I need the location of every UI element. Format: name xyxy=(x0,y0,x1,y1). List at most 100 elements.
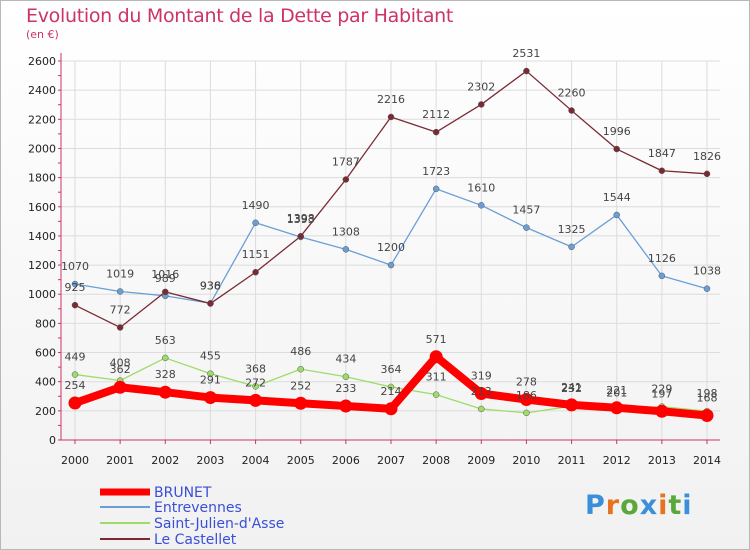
data-label: 319 xyxy=(471,369,492,382)
data-label: 408 xyxy=(110,357,131,370)
data-label: 368 xyxy=(245,362,266,375)
data-label: 241 xyxy=(561,381,582,394)
data-point xyxy=(387,113,395,121)
data-point xyxy=(478,405,485,413)
data-point xyxy=(113,380,127,394)
x-tick-label: 2014 xyxy=(693,454,721,467)
y-tick-label: 2000 xyxy=(28,142,56,155)
data-point xyxy=(519,392,533,406)
chart-title: Evolution du Montant de la Dette par Hab… xyxy=(26,5,454,27)
y-tick-label: 2400 xyxy=(28,84,56,97)
data-label: 772 xyxy=(110,303,131,316)
data-point xyxy=(523,224,530,231)
proxiti-logo: Proxiti xyxy=(585,490,693,521)
data-label: 925 xyxy=(65,281,86,294)
y-tick-label: 1200 xyxy=(28,259,56,272)
data-label: 233 xyxy=(335,382,356,395)
data-label: 214 xyxy=(381,385,402,398)
data-point xyxy=(613,145,620,153)
data-point xyxy=(162,288,169,296)
data-label: 1308 xyxy=(332,225,360,238)
unit-label: (en €) xyxy=(26,28,59,41)
data-label: 278 xyxy=(516,375,537,388)
x-tick-label: 2013 xyxy=(648,454,676,467)
data-label: 1723 xyxy=(422,165,450,178)
data-label: 563 xyxy=(155,334,176,347)
y-tick-label: 1000 xyxy=(28,288,56,301)
data-point xyxy=(116,288,124,295)
data-label: 328 xyxy=(155,368,176,381)
data-label: 1393 xyxy=(287,213,315,226)
data-label: 362 xyxy=(110,363,131,376)
legend-label: BRUNET xyxy=(154,485,212,501)
data-label: 1847 xyxy=(648,147,676,160)
y-tick-label: 1400 xyxy=(28,230,56,243)
data-label: 252 xyxy=(290,379,311,392)
data-label: 989 xyxy=(155,272,176,285)
data-point xyxy=(523,67,530,75)
data-point xyxy=(474,386,488,400)
data-label: 1490 xyxy=(242,199,270,212)
data-point xyxy=(207,370,214,377)
data-point xyxy=(610,401,624,415)
data-point xyxy=(703,170,711,178)
data-label: 1038 xyxy=(693,265,721,278)
data-point xyxy=(297,365,304,373)
data-label: 201 xyxy=(606,387,627,400)
legend-label: Entrevennes xyxy=(154,500,242,516)
data-label: 229 xyxy=(651,383,672,396)
data-point xyxy=(568,107,575,114)
data-point xyxy=(658,272,666,280)
data-point xyxy=(116,324,124,331)
data-point xyxy=(71,371,79,378)
data-label: 2112 xyxy=(422,108,450,121)
data-point xyxy=(68,396,82,410)
data-point xyxy=(162,354,169,362)
data-label: 311 xyxy=(426,371,447,384)
data-label: 1398 xyxy=(287,212,315,225)
data-label: 1019 xyxy=(106,267,134,280)
x-tick-label: 2004 xyxy=(242,454,270,467)
y-tick-label: 400 xyxy=(35,376,56,389)
data-label: 198 xyxy=(697,387,718,400)
data-label: 1200 xyxy=(377,241,405,254)
data-point xyxy=(252,268,259,276)
data-point xyxy=(432,185,440,193)
data-point xyxy=(387,261,395,269)
x-tick-label: 2011 xyxy=(558,454,586,467)
data-point xyxy=(658,167,666,175)
data-point xyxy=(71,280,79,288)
x-tick-label: 2008 xyxy=(422,454,450,467)
data-label: 1544 xyxy=(603,191,631,204)
data-point xyxy=(297,232,304,240)
data-label: 571 xyxy=(426,333,447,346)
x-tick-label: 2007 xyxy=(377,454,405,467)
data-label: 168 xyxy=(697,392,718,405)
data-point xyxy=(387,383,395,391)
data-label: 1151 xyxy=(242,248,270,261)
x-tick-label: 2000 xyxy=(61,454,89,467)
data-label: 186 xyxy=(516,389,537,402)
data-label: 197 xyxy=(651,387,672,400)
data-point xyxy=(342,246,350,253)
x-tick-label: 2012 xyxy=(603,454,631,467)
data-label: 455 xyxy=(200,350,221,363)
x-tick-label: 2006 xyxy=(332,454,360,467)
y-tick-label: 1800 xyxy=(28,172,56,185)
data-label: 1070 xyxy=(61,260,89,273)
data-point xyxy=(432,391,440,398)
data-label: 486 xyxy=(290,345,311,358)
x-tick-label: 2002 xyxy=(151,454,179,467)
data-point xyxy=(523,409,530,417)
data-label: 254 xyxy=(65,379,86,392)
data-label: 364 xyxy=(381,363,402,376)
data-point xyxy=(655,404,669,418)
y-tick-label: 2200 xyxy=(28,113,56,126)
data-point xyxy=(478,101,485,108)
data-label: 1787 xyxy=(332,156,360,169)
data-label: 1325 xyxy=(558,223,586,236)
data-point xyxy=(342,176,350,183)
data-label: 2216 xyxy=(377,93,405,106)
y-tick-label: 0 xyxy=(49,434,56,447)
